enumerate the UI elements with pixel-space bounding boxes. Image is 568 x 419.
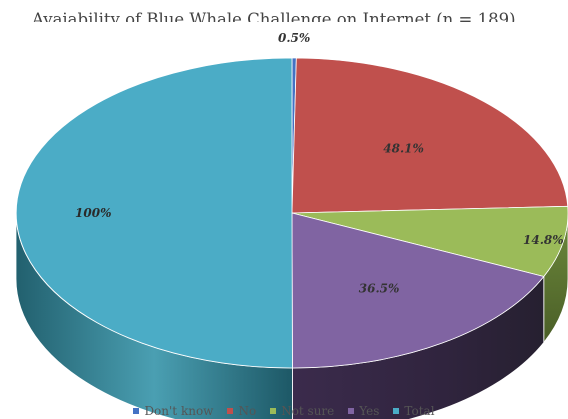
data-label-yes: 36.5%: [359, 281, 400, 295]
pie-top-faces: [15, 57, 568, 369]
data-label-not-sure: 14.8%: [523, 233, 564, 247]
legend-item-yes: Yes: [348, 404, 379, 418]
chart-title: Avaiability of Blue Whale Challenge on I…: [32, 10, 516, 22]
slice-yes: [291, 212, 545, 369]
legend-item-don-t-know: Don't know: [133, 404, 213, 418]
legend-label-total: Total: [404, 404, 435, 418]
chart-title-area: Avaiability of Blue Whale Challenge on I…: [0, 0, 568, 22]
legend-label-no: No: [238, 404, 257, 418]
slice-total: [15, 57, 293, 369]
legend-swatch-don-t-know: [133, 408, 140, 414]
data-label-no: 48.1%: [383, 142, 424, 156]
legend-item-no: No: [227, 404, 256, 418]
legend-swatch-not-sure: [270, 408, 277, 414]
legend-label-yes: Yes: [359, 404, 380, 418]
pie-data-labels: 0.5% 48.1% 14.8% 36.5% 100%: [75, 31, 564, 295]
slice-no: [291, 57, 568, 214]
legend-label-not-sure: Not sure: [281, 404, 335, 418]
data-label-total: 100%: [75, 206, 111, 220]
legend-swatch-no: [227, 408, 234, 414]
legend-swatch-total: [393, 408, 400, 414]
legend-swatch-yes: [348, 408, 355, 414]
data-label-don-t-know: 0.5%: [278, 31, 310, 45]
legend-item-total: Total: [393, 404, 435, 418]
chart-legend: Don't know No Not sure Yes Total: [0, 403, 568, 419]
legend-label-don-t-know: Don't know: [144, 404, 214, 418]
legend-item-not-sure: Not sure: [270, 404, 334, 418]
